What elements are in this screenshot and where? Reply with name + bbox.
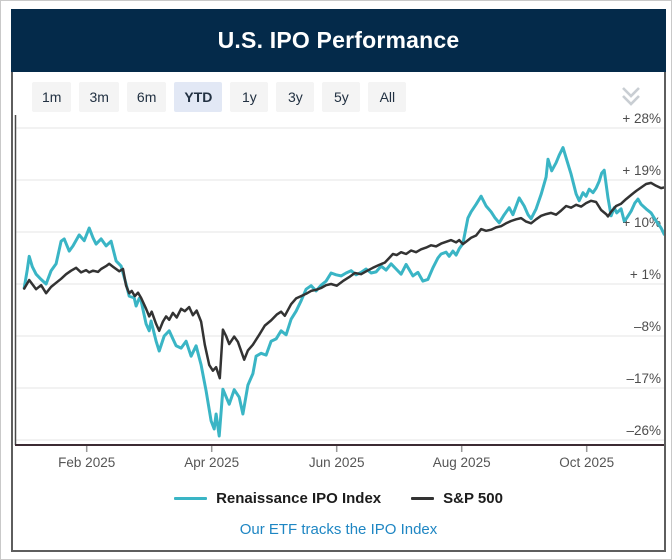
- range-button-5y[interactable]: 5y: [322, 82, 361, 112]
- range-button-1y[interactable]: 1y: [230, 82, 269, 112]
- range-button-3m[interactable]: 3m: [79, 82, 119, 112]
- collapse-control[interactable]: [618, 84, 644, 108]
- legend-label: S&P 500: [443, 490, 503, 507]
- y-axis-label: + 10%: [622, 215, 661, 230]
- x-axis-label: Apr 2025: [184, 455, 239, 470]
- header-bar: U.S. IPO Performance: [11, 9, 666, 72]
- range-button-1m[interactable]: 1m: [32, 82, 72, 112]
- y-axis-label: + 28%: [622, 111, 661, 126]
- y-axis-label: + 19%: [622, 163, 661, 178]
- x-axis-label: Oct 2025: [559, 455, 614, 470]
- chart-legend: Renaissance IPO Index S&P 500: [13, 490, 664, 507]
- x-axis-label: Aug 2025: [433, 455, 491, 470]
- sp500-legend-swatch: [411, 497, 435, 500]
- ipo-index-line: [22, 146, 664, 438]
- range-button-ytd[interactable]: YTD: [174, 82, 223, 112]
- performance-chart[interactable]: + 28% + 19% + 10% + 1% –8% –17% –26% Feb 2025 Ap…: [13, 111, 664, 471]
- range-button-6m[interactable]: 6m: [126, 82, 167, 112]
- y-axis-label: –17%: [626, 371, 661, 386]
- range-button-all[interactable]: All: [368, 82, 407, 112]
- y-axis-label: –26%: [626, 423, 661, 438]
- y-axis-label: –8%: [634, 319, 661, 334]
- legend-item-ipo-index[interactable]: Renaissance IPO Index: [174, 490, 381, 507]
- sp500-line: [22, 181, 664, 380]
- x-axis-label: Feb 2025: [58, 455, 115, 470]
- legend-item-sp500[interactable]: S&P 500: [411, 490, 503, 507]
- chart-panel: 1m 3m 6m YTD 1y 3y 5y All + 28% + 19% + 10% + 1% –8…: [11, 72, 666, 552]
- page-title: U.S. IPO Performance: [217, 27, 460, 53]
- x-axis-label: Jun 2025: [309, 455, 365, 470]
- double-chevron-down-icon: [622, 87, 640, 106]
- range-toolbar: 1m 3m 6m YTD 1y 3y 5y All: [32, 82, 407, 112]
- legend-label: Renaissance IPO Index: [216, 490, 382, 507]
- etf-link[interactable]: Our ETF tracks the IPO Index: [239, 521, 438, 538]
- ipo-index-legend-swatch: [174, 497, 208, 500]
- panel: U.S. IPO Performance 1m 3m 6m YTD 1y 3y 5y All …: [11, 9, 666, 552]
- y-axis-label: + 1%: [630, 267, 661, 282]
- range-button-3y[interactable]: 3y: [276, 82, 315, 112]
